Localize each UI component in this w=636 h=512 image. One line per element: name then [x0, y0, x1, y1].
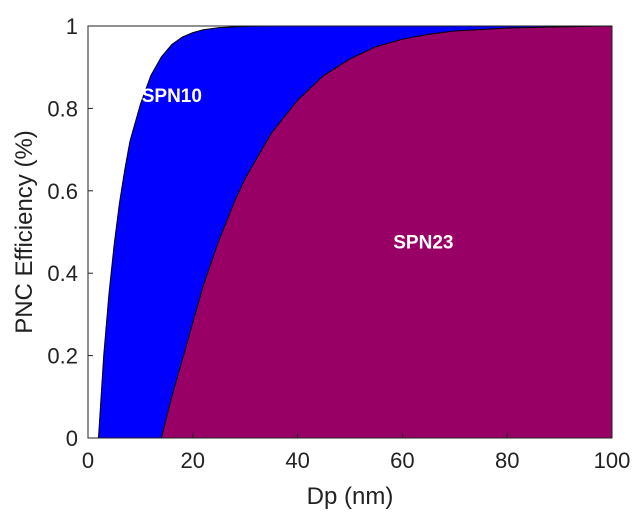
- y-tick-label: 0.6: [47, 179, 78, 204]
- y-tick-label: 1: [66, 14, 78, 39]
- spn23-label: SPN23: [393, 232, 453, 253]
- plot-frame: [87, 25, 613, 439]
- y-tick-label: 0.4: [47, 261, 78, 286]
- x-tick-label: 0: [82, 448, 94, 473]
- x-tick-label: 100: [594, 448, 631, 473]
- y-tick-label: 0.8: [47, 96, 78, 121]
- x-axis: 0 20 40 60 80 100: [82, 433, 630, 473]
- y-axis: 0 0.2 0.4 0.6 0.8 1: [47, 14, 93, 451]
- y-axis-title: PNC Efficiency (%): [11, 130, 38, 334]
- x-tick-label: 40: [285, 448, 309, 473]
- x-axis-title: Dp (nm): [307, 483, 394, 510]
- x-tick-label: 80: [495, 448, 519, 473]
- x-tick-label: 60: [390, 448, 414, 473]
- x-tick-label: 20: [181, 448, 205, 473]
- spn10-label: SPN10: [142, 86, 202, 107]
- y-tick-label: 0: [66, 426, 78, 451]
- y-tick-label: 0.2: [47, 344, 78, 369]
